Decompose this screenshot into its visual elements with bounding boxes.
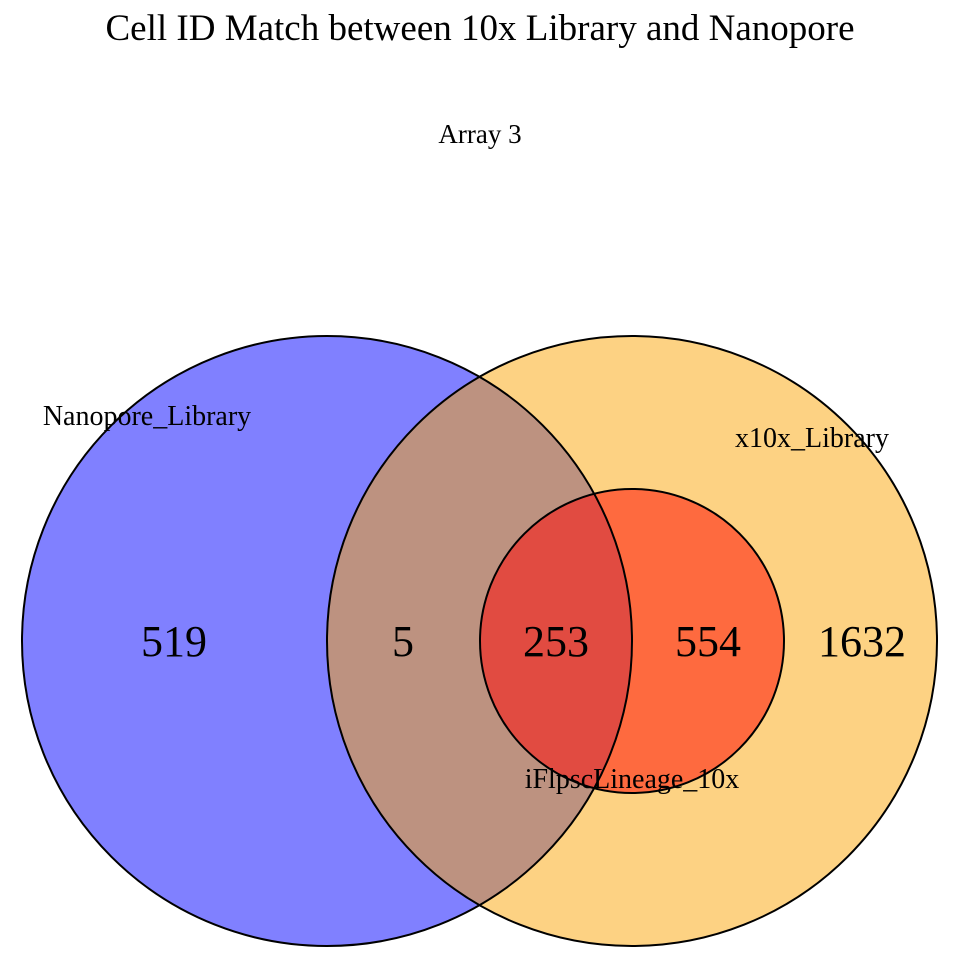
- set-label-iflpsc: iFlpscLineage_10x: [525, 764, 740, 795]
- nanopore-library-outline: [21, 335, 633, 947]
- region-count-x10x-only: 1632: [818, 617, 906, 666]
- set-label-x10x: x10x_Library: [735, 423, 889, 454]
- x10x-library-outline: [326, 335, 938, 947]
- region-count-nanopore-only: 519: [141, 617, 207, 666]
- nanopore-x10x-overlap-region: [327, 336, 632, 946]
- region-count-nanopore-x10x: 5: [392, 617, 414, 666]
- set-label-nanopore: Nanopore_Library: [43, 401, 251, 432]
- page-subtitle: Array 3: [438, 119, 521, 149]
- triple-overlap-region: [480, 489, 632, 793]
- page-title: Cell ID Match between 10x Library and Na…: [106, 8, 855, 49]
- region-count-all-three: 253: [523, 617, 589, 666]
- region-count-x10x-iflpsc: 554: [675, 617, 741, 666]
- iflpsc-lineage-outline: [479, 488, 785, 794]
